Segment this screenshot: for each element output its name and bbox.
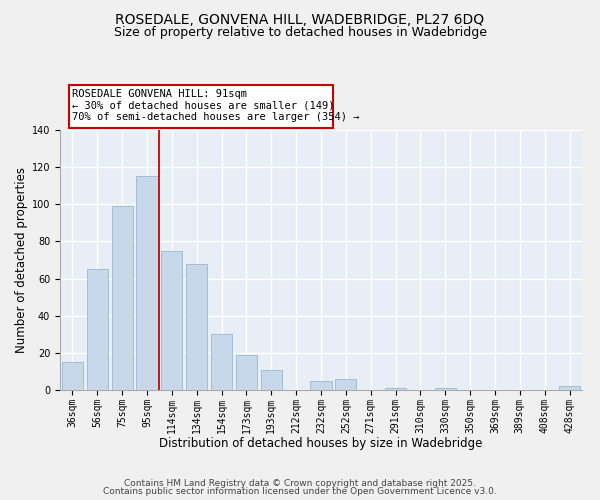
Bar: [559, 386, 580, 390]
Text: Size of property relative to detached houses in Wadebridge: Size of property relative to detached ho…: [113, 26, 487, 39]
Text: ROSEDALE, GONVENA HILL, WADEBRIDGE, PL27 6DQ: ROSEDALE, GONVENA HILL, WADEBRIDGE, PL27…: [115, 12, 485, 26]
Text: ROSEDALE GONVENA HILL: 91sqm
← 30% of detached houses are smaller (149)
70% of s: ROSEDALE GONVENA HILL: 91sqm ← 30% of de…: [72, 89, 359, 122]
Bar: [310, 380, 332, 390]
Bar: [161, 250, 182, 390]
Bar: [335, 379, 356, 390]
Bar: [62, 362, 83, 390]
X-axis label: Distribution of detached houses by size in Wadebridge: Distribution of detached houses by size …: [160, 437, 482, 450]
Text: Contains public sector information licensed under the Open Government Licence v3: Contains public sector information licen…: [103, 487, 497, 496]
Bar: [112, 206, 133, 390]
Bar: [87, 270, 108, 390]
Bar: [385, 388, 406, 390]
Bar: [236, 354, 257, 390]
Bar: [136, 176, 158, 390]
Text: Contains HM Land Registry data © Crown copyright and database right 2025.: Contains HM Land Registry data © Crown c…: [124, 478, 476, 488]
Bar: [211, 334, 232, 390]
Bar: [261, 370, 282, 390]
Bar: [186, 264, 207, 390]
Y-axis label: Number of detached properties: Number of detached properties: [14, 167, 28, 353]
Bar: [435, 388, 456, 390]
